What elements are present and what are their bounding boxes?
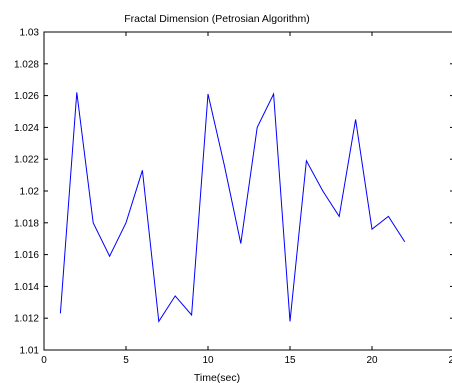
x-tick-label: 20 [366,355,378,366]
x-tick-label: 25 [448,355,452,366]
plot-area: 0510152025 1.011.0121.0141.0161.0181.021… [14,28,452,366]
series-layer [59,92,406,323]
series-line [59,92,406,323]
y-axis-ticks: 1.01 1.012 1.014 1.016 1.018 1.02 1.022 1.024 1.… [14,28,452,357]
y-tick-label: 1.03 [20,28,40,39]
x-tick-label: 10 [202,355,214,366]
y-tick-label: 1.01 [20,346,40,357]
y-tick-label: 1.024 [14,123,39,134]
y-tick-label: 1.012 [14,314,39,325]
chart-title: Fractal Dimension (Petrosian Algorithm) [124,13,310,25]
y-tick-label: 1.014 [14,282,39,293]
y-tick-label: 1.018 [14,218,39,229]
x-axis-ticks: 0 5 10 15 20 25 [41,32,452,366]
x-tick-label: 0 [41,355,47,366]
y-tick-label: 1.016 [14,250,39,261]
y-tick-label: 1.028 [14,59,39,70]
x-tick-label: 15 [284,355,296,366]
y-tick-label: 1.026 [14,91,39,102]
y-tick-label: 1.02 [20,187,40,198]
y-tick-label: 1.022 [14,155,39,166]
x-axis-label: Time(sec) [194,372,240,383]
x-tick-label: 5 [123,355,129,366]
